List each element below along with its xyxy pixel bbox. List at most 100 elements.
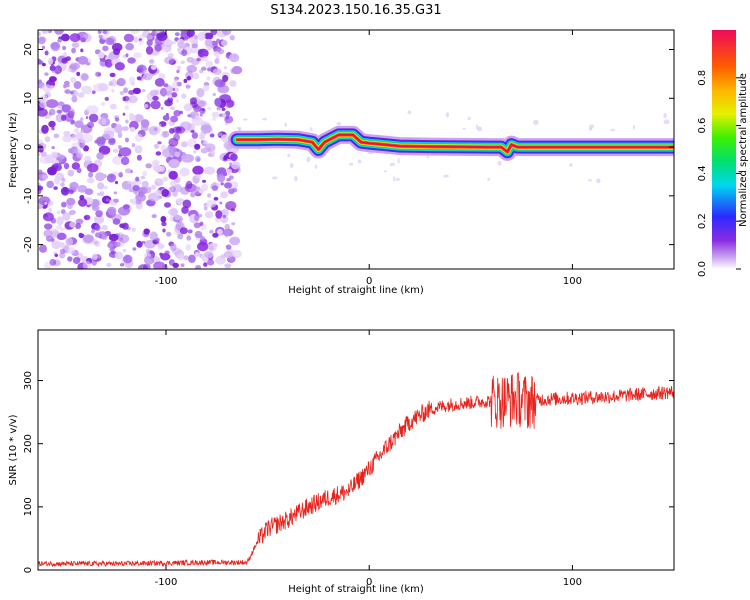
noise-blob — [53, 133, 60, 139]
noise-blob — [205, 199, 217, 208]
noise-blob — [62, 212, 71, 221]
noise-blob — [63, 52, 67, 57]
x-tick-label: 100 — [563, 577, 582, 588]
x-tick-label: -100 — [155, 276, 178, 287]
noise-blob — [115, 180, 118, 185]
noise-blob — [138, 264, 148, 269]
noise-blob — [98, 52, 105, 59]
noise-blob — [80, 133, 93, 143]
noise-blob — [75, 218, 84, 225]
noise-blob — [46, 180, 54, 189]
noise-blob — [88, 113, 99, 123]
noise-blob — [426, 156, 430, 159]
noise-blob — [229, 162, 233, 166]
noise-blob — [51, 146, 55, 150]
noise-blob — [194, 252, 200, 257]
noise-blob — [231, 222, 236, 226]
noise-blob — [171, 92, 178, 98]
noise-blob — [211, 111, 220, 118]
noise-blob — [52, 69, 55, 73]
noise-blob — [44, 72, 49, 76]
noise-blob — [135, 176, 140, 182]
noise-blob — [51, 126, 55, 131]
noise-blob — [167, 96, 173, 103]
noise-blob — [141, 240, 146, 244]
noise-blob — [145, 248, 151, 254]
noise-blob — [125, 53, 129, 58]
noise-blob — [152, 100, 159, 106]
noise-blob — [202, 84, 210, 92]
noise-blob — [173, 110, 181, 117]
noise-blob — [193, 72, 200, 80]
noise-blob — [207, 46, 212, 51]
noise-blob — [118, 172, 123, 178]
noise-blob — [310, 127, 313, 132]
noise-blob — [229, 34, 235, 41]
noise-blob — [202, 179, 207, 183]
noise-blob — [71, 95, 78, 103]
noise-blob — [45, 235, 54, 242]
snr-y-label: SNR (10 * v/v) — [8, 414, 19, 485]
noise-blob — [71, 47, 76, 54]
noise-blob — [150, 64, 157, 70]
noise-blob — [114, 62, 125, 71]
noise-blob — [38, 152, 41, 157]
noise-blob — [71, 162, 81, 170]
noise-blob — [200, 236, 205, 241]
noise-blob — [154, 178, 164, 187]
y-tick-label: 200 — [23, 434, 34, 453]
noise-blob — [161, 188, 170, 197]
noise-blob — [95, 210, 103, 218]
noise-blob — [40, 151, 47, 157]
noise-blob — [186, 75, 191, 81]
noise-blob — [596, 178, 601, 184]
noise-blob — [87, 121, 95, 128]
noise-blob — [138, 186, 148, 195]
noise-blob — [201, 66, 207, 71]
noise-blob — [61, 57, 68, 64]
noise-blob — [185, 84, 191, 89]
noise-blob — [101, 224, 108, 231]
noise-blob — [175, 99, 180, 103]
noise-blob — [98, 34, 103, 39]
noise-blob — [160, 106, 164, 110]
noise-blob — [167, 52, 174, 58]
noise-blob — [224, 182, 232, 189]
colorbar-tick-label: 0.0 — [697, 261, 708, 277]
colorbar-label: Normalized spectral amplitude — [738, 73, 749, 227]
noise-blob — [107, 243, 114, 249]
noise-blob — [196, 157, 201, 162]
noise-blob — [216, 106, 221, 111]
noise-blob — [193, 34, 199, 40]
noise-blob — [148, 125, 161, 135]
noise-blob — [132, 185, 140, 192]
noise-blob — [80, 129, 84, 133]
noise-blob — [77, 56, 89, 65]
noise-blob — [64, 89, 71, 94]
noise-blob — [587, 179, 592, 182]
snr-plot-area — [38, 330, 674, 570]
noise-blob — [105, 37, 115, 45]
noise-blob — [196, 88, 205, 98]
noise-blob — [306, 156, 311, 163]
noise-blob — [38, 196, 51, 206]
noise-blob — [67, 67, 72, 72]
noise-blob — [124, 105, 130, 110]
noise-blob — [207, 193, 211, 198]
noise-blob — [632, 125, 636, 130]
noise-blob — [77, 185, 88, 193]
y-tick-label: -10 — [23, 188, 34, 204]
noise-blob — [94, 224, 101, 232]
noise-blob — [112, 155, 125, 165]
noise-blob — [54, 253, 59, 257]
noise-blob — [144, 255, 155, 265]
noise-blob — [71, 134, 78, 142]
noise-blob — [487, 178, 491, 181]
noise-blob — [164, 56, 175, 65]
noise-blob — [204, 32, 214, 40]
noise-blob — [224, 263, 232, 269]
y-tick-label: 10 — [23, 92, 34, 105]
noise-blob — [183, 255, 189, 261]
noise-blob — [154, 189, 162, 195]
